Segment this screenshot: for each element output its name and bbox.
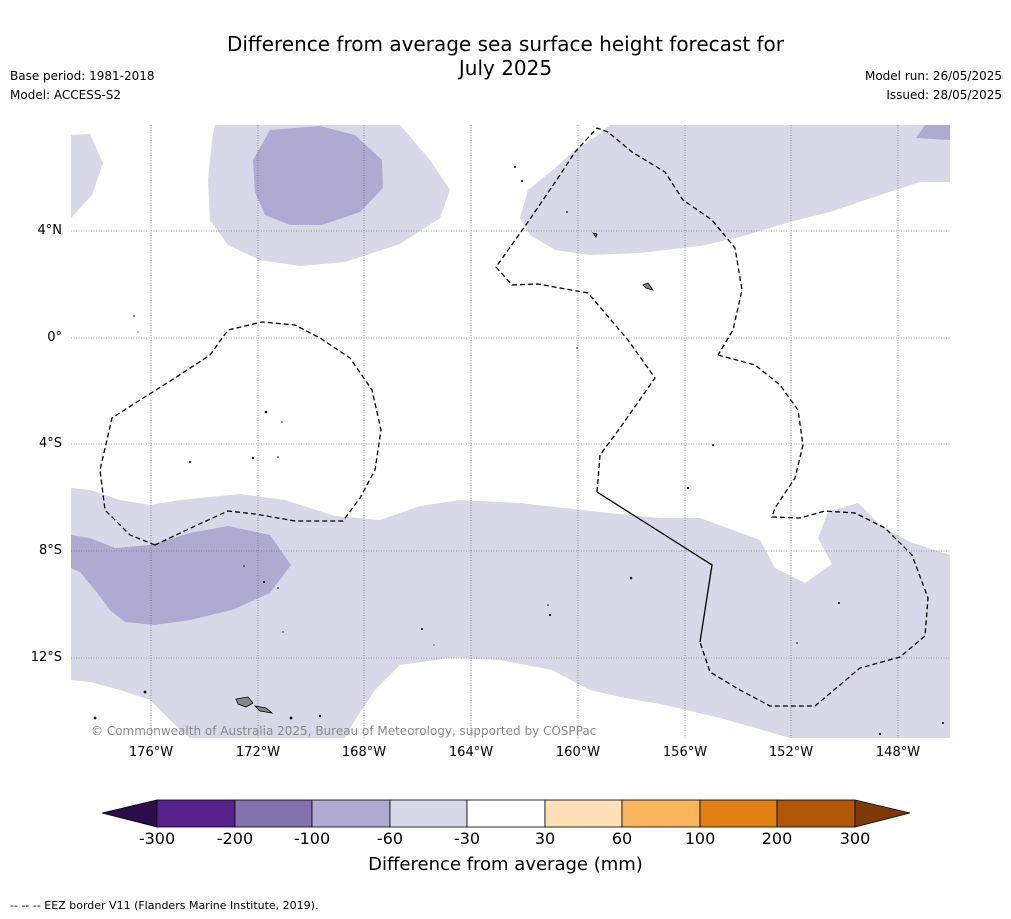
lon-label-156w: 156°W [662, 745, 708, 760]
islet [433, 644, 435, 646]
lat-label-8s: 8°S [38, 543, 62, 558]
map-title-line1: Difference from average sea surface heig… [226, 32, 785, 56]
colorbar-title: Difference from average (mm) [368, 854, 643, 875]
eez-border-central [495, 127, 743, 493]
eez-border-east [699, 354, 929, 707]
lon-label-176w: 176°W [128, 745, 174, 760]
meta-right: Model run: 26/05/2025 Issued: 28/05/2025 [865, 67, 1002, 105]
lat-label-4n: 4°N [37, 223, 63, 238]
meta-left: Base period: 1981-2018 Model: ACCESS-S2 [10, 67, 155, 105]
small-islets [93, 166, 944, 735]
islet [251, 456, 255, 460]
islet [566, 211, 568, 213]
colorbar-extend-high [854, 799, 911, 828]
colorbar-tick-label: 300 [839, 829, 871, 848]
colorbar-extend-low [101, 799, 158, 828]
colorbar-tick-label: -60 [376, 829, 404, 848]
islet [421, 628, 423, 630]
base-period-text: Base period: 1981-2018 [10, 69, 155, 83]
islet [243, 565, 245, 567]
anomaly-region-northeast-corner [916, 125, 950, 140]
anomaly-region-northwest-edge [71, 134, 103, 218]
islet [942, 722, 944, 724]
islet [264, 410, 268, 414]
lon-label-164w: 164°W [448, 745, 494, 760]
islet [687, 487, 689, 489]
islet [282, 631, 284, 633]
colorbar [101, 799, 911, 828]
colorbar-tick-label: -100 [293, 829, 331, 848]
islet [548, 613, 552, 617]
map-title-line2: July 2025 [458, 56, 553, 80]
colorbar-tick-label: -30 [453, 829, 481, 848]
islet [277, 456, 279, 458]
islands [235, 232, 654, 714]
lon-label-172w: 172°W [235, 745, 281, 760]
islet [137, 331, 139, 333]
copyright-text: © Commonwealth of Australia 2025, Bureau… [91, 724, 597, 738]
colorbar-bin [776, 799, 856, 828]
lon-label-148w: 148°W [875, 745, 921, 760]
eez-border-solid [596, 491, 713, 643]
lat-label-0: 0° [47, 330, 62, 345]
islet [514, 166, 516, 168]
graticule [71, 125, 950, 738]
lon-label-160w: 160°W [555, 745, 601, 760]
lat-label-12s: 12°S [30, 650, 62, 665]
anomaly-region-north-core [253, 126, 383, 225]
islet [263, 581, 265, 583]
islet [576, 347, 578, 349]
model-run-text: Model run: 26/05/2025 [864, 69, 1002, 83]
colorbar-bin [544, 799, 623, 828]
anomaly-region-south [71, 488, 950, 738]
islet [93, 716, 97, 720]
colorbar-bin [234, 799, 313, 828]
map-frame [71, 125, 950, 738]
lon-label-168w: 168°W [341, 745, 387, 760]
colorbar-tick-label: 60 [611, 829, 633, 848]
islet [796, 642, 798, 644]
island-savaii [235, 696, 254, 708]
anomaly-region-northeast [520, 125, 950, 255]
island-upolu [253, 705, 274, 714]
islet [277, 587, 279, 589]
islet [838, 602, 840, 604]
island-christmas [642, 282, 654, 291]
colorbar-bin [621, 799, 701, 828]
colorbar-tick-label: 200 [761, 829, 793, 848]
eez-border-west [99, 321, 382, 546]
eez-footnote: -- -- -- EEZ border V11 (Flanders Marine… [10, 899, 319, 912]
islet [281, 421, 283, 423]
colorbar-tick-label: -200 [216, 829, 254, 848]
island-fanning [592, 232, 598, 238]
model-text: Model: ACCESS-S2 [10, 88, 122, 102]
islet [547, 604, 549, 606]
islet [318, 714, 322, 718]
islet [289, 716, 293, 720]
colorbar-bin [311, 799, 391, 828]
islet [189, 461, 191, 463]
colorbar-tick-label: 100 [684, 829, 716, 848]
islet [629, 576, 633, 580]
eez-border-solid-segment [596, 491, 713, 643]
colorbar-bin [156, 799, 236, 828]
colorbar-bin [389, 799, 468, 828]
islet [143, 690, 147, 694]
colorbar-tick-label: 30 [534, 829, 556, 848]
colorbar-tick-label: -300 [138, 829, 176, 848]
colorbar-bin [699, 799, 778, 828]
eez-borders [99, 127, 929, 707]
islet [133, 315, 135, 317]
issued-text: Issued: 28/05/2025 [886, 88, 1002, 102]
islet [879, 733, 881, 735]
lat-label-4s: 4°S [38, 436, 62, 451]
islet [521, 180, 523, 182]
lon-label-152w: 152°W [768, 745, 814, 760]
colorbar-bin [466, 799, 546, 828]
islet [712, 444, 714, 446]
